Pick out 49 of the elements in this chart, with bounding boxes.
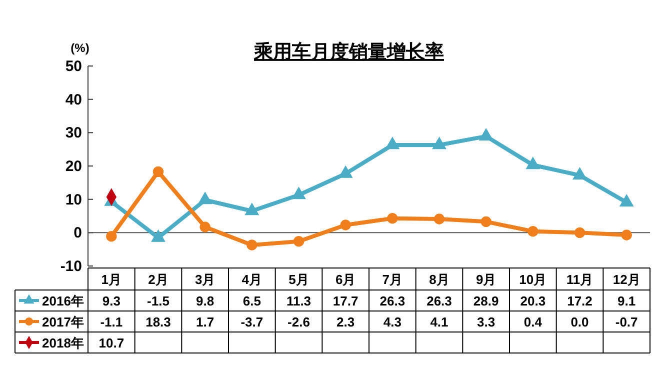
data-label: 2.3: [336, 314, 355, 330]
data-label: 17.7: [332, 294, 358, 308]
legend-label: 2016年: [42, 294, 84, 308]
x-tick-label: 11月: [566, 272, 594, 287]
data-label: -0.7: [615, 314, 638, 330]
legend-label: 2017年: [42, 314, 84, 330]
data-label: 0.0: [570, 314, 589, 330]
x-tick-label: 9月: [476, 272, 496, 287]
data-label: 4.3: [383, 314, 402, 330]
y-tick-label: 30: [65, 124, 82, 142]
y-tick-label: 20: [65, 158, 82, 175]
data-label: 4.1: [430, 314, 448, 330]
data-label: 6.5: [242, 294, 261, 308]
data-label: 20.3: [520, 294, 546, 308]
y-tick-label: 0: [74, 224, 82, 242]
data-label: -3.7: [240, 314, 264, 330]
y-tick-label: 40: [65, 91, 82, 108]
data-label: 3.3: [477, 314, 496, 330]
data-label: -2.6: [288, 314, 310, 330]
x-tick-label: 1月: [101, 272, 122, 287]
data-label: -1.1: [100, 314, 123, 330]
x-tick-label: 7月: [382, 272, 403, 287]
data-label: -1.5: [147, 294, 170, 308]
chart-title: 乘用车月度销量增长率: [253, 41, 444, 63]
y-axis-title: (%): [70, 41, 90, 55]
x-tick-label: 12月: [612, 272, 640, 287]
x-tick-label: 4月: [242, 272, 262, 287]
x-tick-label: 6月: [335, 272, 356, 287]
legend-label: 2018年: [42, 336, 84, 350]
data-label: 1.7: [196, 314, 214, 330]
data-label: 0.4: [524, 314, 543, 330]
data-label: 18.3: [146, 314, 171, 330]
x-tick-label: 10月: [519, 272, 547, 287]
data-label: 26.3: [426, 294, 452, 308]
data-label: 11.3: [286, 294, 312, 308]
data-label: 9.1: [618, 294, 636, 308]
data-label: 9.8: [196, 294, 214, 308]
y-tick-label: 10: [65, 191, 82, 208]
x-tick-label: 3月: [194, 272, 216, 287]
text: 10.7: [98, 336, 124, 350]
data-label: 17.2: [567, 294, 592, 308]
x-tick-label: 2月: [148, 272, 168, 287]
x-tick-label: 5月: [288, 272, 309, 287]
y-tick-label: -10: [60, 258, 82, 275]
x-tick-label: 8月: [429, 272, 450, 287]
data-label: 26.3: [380, 294, 406, 308]
data-label: 28.9: [473, 294, 499, 308]
y-tick-label: 50: [65, 58, 82, 75]
data-label: 9.3: [102, 294, 120, 308]
